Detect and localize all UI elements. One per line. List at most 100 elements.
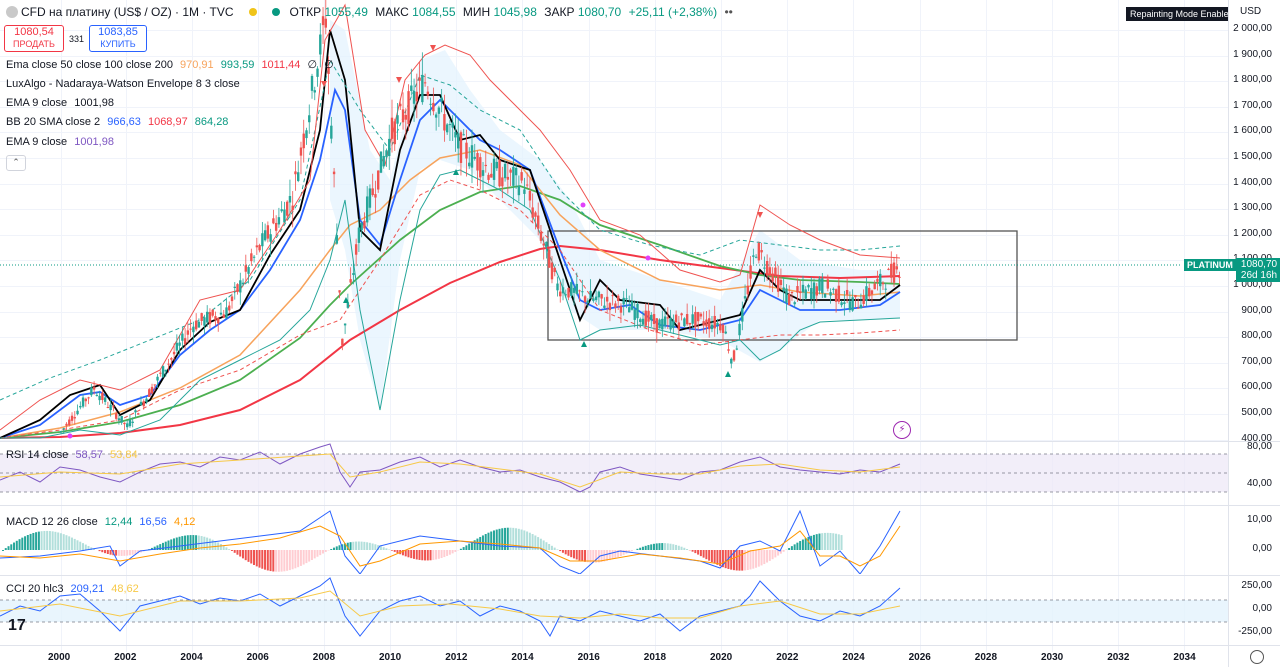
macd-histogram-bar <box>319 550 322 556</box>
macd-histogram-bar <box>440 550 443 559</box>
cci-ma-value: 48,62 <box>111 583 139 595</box>
macd-histogram-bar <box>807 536 810 550</box>
candle-body <box>324 18 327 28</box>
macd-histogram-bar <box>93 548 96 550</box>
candle-body <box>862 295 865 304</box>
cci-legend[interactable]: CCI 20 hlc3 209,21 48,62 <box>6 583 143 595</box>
macd-histogram-bar <box>799 541 802 550</box>
candle-body <box>553 267 556 273</box>
indicator-nadaraya[interactable]: LuxAlgo - Nadaraya-Watson Envelope 8 3 c… <box>6 78 244 90</box>
tradingview-logo[interactable]: 17 <box>8 617 26 634</box>
rsi-legend[interactable]: RSI 14 close 58,57 53,84 <box>6 449 142 461</box>
candle-body <box>462 134 465 136</box>
macd-histogram-bar <box>253 550 256 565</box>
candle-body <box>680 313 683 316</box>
price-chart[interactable] <box>0 0 1228 440</box>
settings-icon[interactable] <box>1250 650 1264 664</box>
candle-body <box>586 300 590 304</box>
macd-histogram-bar <box>401 550 404 556</box>
rsi-pane[interactable] <box>0 442 1228 504</box>
candle-body <box>272 218 275 224</box>
macd-histogram-bar <box>837 534 840 550</box>
price-axis[interactable] <box>1228 0 1280 667</box>
candle-body <box>440 97 443 102</box>
rsi-axis-40: 40,00 <box>1246 478 1272 489</box>
macd-histogram-bar <box>219 543 222 550</box>
change-value: +25,11 (+2,38%) <box>628 5 718 19</box>
candle-body <box>567 287 570 298</box>
candle-body <box>319 34 322 55</box>
macd-histogram-bar <box>581 550 584 562</box>
candle-body <box>468 162 471 167</box>
macd-histogram-bar <box>559 550 562 552</box>
symbol-header[interactable]: CFD на платину (US$ / OZ) · 1M · TVC ОТК… <box>6 5 737 19</box>
candle-body <box>481 170 485 176</box>
indicator-value: ∅ <box>307 59 318 71</box>
candle-body <box>840 302 843 306</box>
candle-body <box>826 279 830 289</box>
macd-histogram-bar <box>735 550 738 571</box>
lightning-icon[interactable]: ⚡ <box>893 421 911 439</box>
sell-button[interactable]: 1080,54 ПРОДАТЬ <box>4 25 64 52</box>
nw-lower-band <box>0 179 901 439</box>
candle-body <box>65 423 68 426</box>
candle-body <box>743 296 747 299</box>
indicator-label: BB 20 SMA close 2 <box>6 116 101 128</box>
buy-signal-marker <box>343 297 349 303</box>
macd-histogram-bar <box>239 550 242 557</box>
indicator-ema-multi[interactable]: Ema close 50 close 100 close 200 970,91 … <box>6 58 338 71</box>
repainting-badge: Repainting Mode Enabled <box>1126 7 1238 21</box>
candle-body <box>247 267 250 274</box>
time-axis-label: 2022 <box>776 652 799 663</box>
candle-body <box>782 287 785 292</box>
macd-histogram-bar <box>476 538 479 550</box>
macd-histogram-bar <box>567 550 570 556</box>
price-axis-label: 1 400,00 <box>1233 176 1272 188</box>
macd-histogram-bar <box>297 550 300 568</box>
candle-body <box>887 268 890 270</box>
macd-histogram-bar <box>755 550 758 568</box>
macd-histogram-bar <box>815 534 818 550</box>
candle-body <box>263 230 267 241</box>
macd-histogram-bar <box>368 542 371 550</box>
candle-body <box>716 322 719 326</box>
macd-histogram-bar <box>719 550 722 567</box>
candle-body <box>760 250 763 253</box>
macd-histogram-bar <box>727 550 730 569</box>
macd-histogram-bar <box>716 550 719 565</box>
collapse-legend-button[interactable]: ⌃ <box>6 155 26 171</box>
macd-histogram-bar <box>468 543 471 550</box>
cross-marker <box>645 255 651 261</box>
candle-body <box>87 397 90 399</box>
symbol-tag: PLATINUM <box>1184 259 1236 271</box>
candle-body <box>746 285 750 295</box>
price-axis-label: 1 800,00 <box>1233 74 1272 86</box>
candle-body <box>652 314 656 324</box>
macd-histogram-bar <box>437 550 440 559</box>
buy-button[interactable]: 1083,85 КУПИТЬ <box>89 25 147 52</box>
macd-histogram-bar <box>410 550 413 559</box>
indicator-ema9-a[interactable]: EMA 9 close 1001,98 <box>6 97 118 109</box>
macd-histogram-bar <box>126 550 129 556</box>
candle-body <box>534 212 537 217</box>
candle-body <box>208 312 212 324</box>
macd-histogram-bar <box>250 550 253 564</box>
macd-legend[interactable]: MACD 12 26 close 12,44 16,56 4,12 <box>6 516 199 528</box>
cci-pane[interactable] <box>0 576 1228 644</box>
candle-body <box>765 261 769 276</box>
more-icon[interactable]: •• <box>724 5 733 19</box>
candle-body <box>815 286 818 296</box>
macd-histogram-bar <box>109 550 112 555</box>
time-axis-label: 2024 <box>842 652 865 663</box>
indicator-bb[interactable]: BB 20 SMA close 2 966,63 1068,97 864,28 <box>6 116 232 128</box>
currency-label[interactable]: USD <box>1240 6 1262 17</box>
grid-line <box>0 30 1228 31</box>
macd-histogram-bar <box>595 550 598 563</box>
buy-signal-marker <box>725 371 731 377</box>
candle-body <box>148 389 151 398</box>
macd-pane[interactable] <box>0 506 1228 574</box>
candle-body <box>255 245 259 248</box>
candle-body <box>890 263 893 278</box>
indicator-ema9-b[interactable]: EMA 9 close 1001,98 <box>6 136 118 148</box>
candle-body <box>823 293 827 298</box>
